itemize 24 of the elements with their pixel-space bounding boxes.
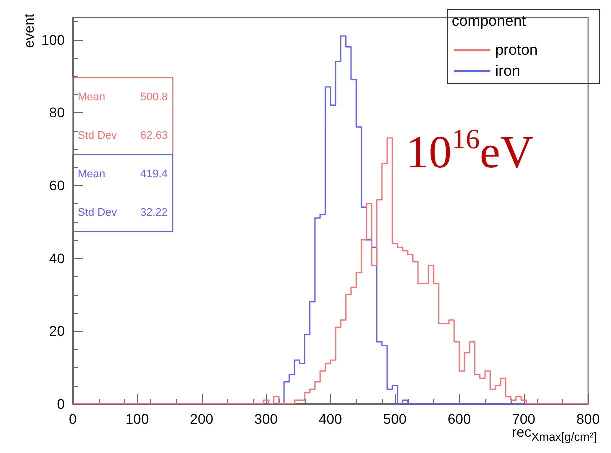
x-tick-label: 200 xyxy=(190,411,214,427)
legend-title: component xyxy=(452,13,528,30)
x-tick-label: 400 xyxy=(318,411,343,427)
y-tick-label: 100 xyxy=(42,32,66,48)
y-tick-label: 40 xyxy=(49,250,66,266)
x-tick-label: 300 xyxy=(254,411,278,427)
text: Std Dev 62.63 xyxy=(78,130,168,142)
text: Mean 500.8 xyxy=(78,91,168,104)
legend-label: proton xyxy=(495,42,538,59)
x-axis-title: rec$_{Xmax[g/cm²]}$ xyxy=(512,424,597,444)
y-tick-label: 0 xyxy=(57,396,66,412)
y-axis-title: event xyxy=(21,14,37,48)
y-tick-label: 80 xyxy=(49,104,66,121)
y-tick-label: 20 xyxy=(49,323,66,340)
x-tick-label: 500 xyxy=(383,411,407,427)
x-tick-label: 600 xyxy=(448,411,472,427)
x-tick-label: 100 xyxy=(126,411,150,427)
text: Std Dev 32.22 xyxy=(78,206,168,219)
text: Mean 419.4 xyxy=(78,168,168,180)
legend-label: iron xyxy=(495,63,520,80)
x-tick-label: 0 xyxy=(69,411,78,427)
x-tick-label: 800 xyxy=(576,411,600,427)
y-tick-label: 60 xyxy=(49,178,66,194)
x-tick-label: 700 xyxy=(512,411,536,427)
